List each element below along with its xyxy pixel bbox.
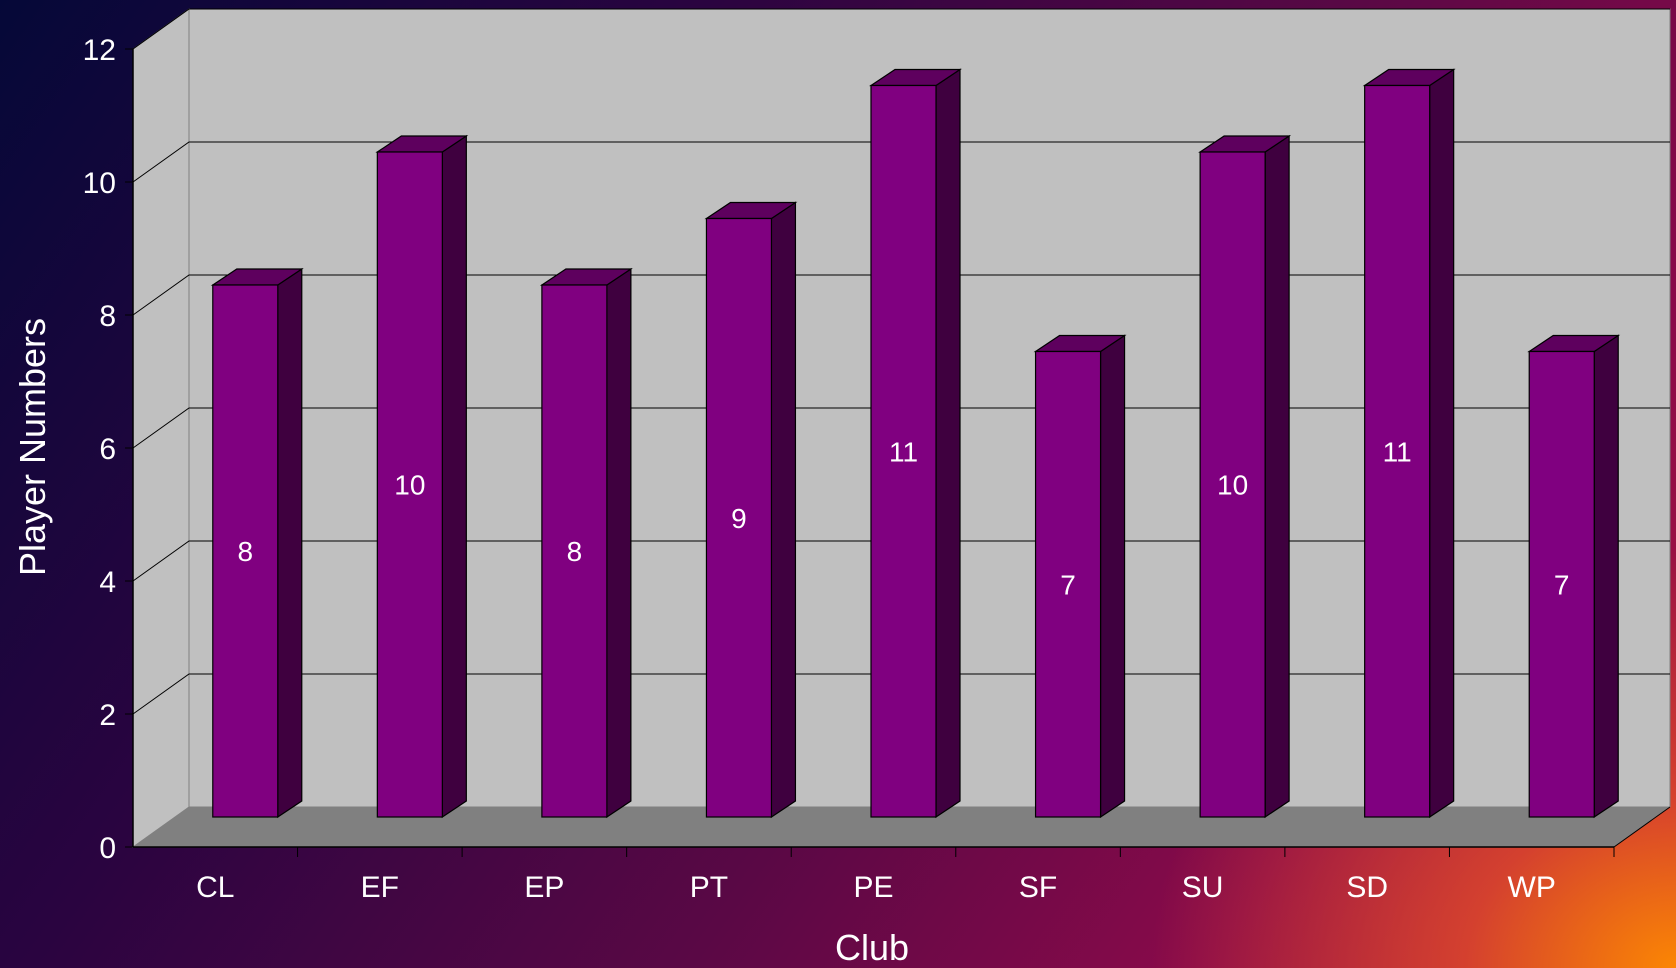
floor-edge: [1613, 806, 1671, 848]
bar-side: [277, 267, 303, 819]
bar-side: [935, 68, 961, 819]
gridline: [132, 274, 1670, 316]
bar-front: [1364, 84, 1431, 818]
x-tick-label: EF: [361, 871, 399, 904]
data-label: 9: [731, 503, 747, 534]
axes: [125, 48, 1671, 857]
data-label: 7: [1554, 569, 1570, 600]
bar-side: [1429, 68, 1455, 819]
x-tick-label: SF: [1019, 871, 1057, 904]
bar-side: [1593, 334, 1619, 819]
gridline: [132, 673, 1670, 715]
bar-front: [212, 284, 279, 818]
y-tick-label: 6: [99, 433, 116, 466]
data-label: 7: [1060, 569, 1076, 600]
x-tick-label: CL: [196, 871, 234, 904]
gridline: [132, 8, 1670, 50]
data-label: 8: [567, 536, 583, 567]
gridlines: [132, 8, 1670, 715]
bar-side: [770, 201, 797, 819]
bar-sd: 11: [1362, 68, 1456, 819]
bar-pe: 11: [869, 68, 962, 819]
x-axis-title: Club: [835, 927, 909, 968]
data-label: 10: [1217, 470, 1248, 501]
bar-front: [1034, 350, 1102, 818]
data-label: 11: [1383, 436, 1412, 467]
bar-front: [541, 284, 608, 818]
y-tick-label: 2: [99, 699, 116, 732]
data-label: 8: [237, 536, 253, 567]
bar-ef: 10: [375, 134, 469, 819]
bar-pt: 9: [704, 201, 798, 819]
floor: [133, 807, 1670, 847]
gridline: [132, 141, 1670, 183]
x-tick-label: PT: [690, 871, 728, 904]
bar-front: [1528, 350, 1595, 818]
data-label: 11: [889, 436, 918, 467]
y-tick-label: 4: [99, 566, 116, 599]
bar-wp: 7: [1527, 334, 1621, 819]
x-tick-label: WP: [1508, 871, 1556, 904]
y-tick-label: 0: [99, 832, 116, 865]
bar-cl: 8: [210, 267, 304, 819]
x-tick-label: SU: [1182, 871, 1224, 904]
bar-side: [1099, 334, 1126, 819]
y-tick-label: 8: [99, 300, 116, 333]
x-tick-label: PE: [853, 871, 893, 904]
bar-side: [606, 267, 632, 819]
bar-side: [1264, 134, 1290, 819]
bar-front: [376, 151, 443, 818]
y-tick-label: 10: [83, 167, 116, 200]
y-axis-title: Player Numbers: [12, 318, 53, 576]
y-tick-label: 12: [83, 34, 116, 67]
bars: 8 10 8 9 11 7 10 11 7: [210, 68, 1621, 819]
bar-sf: 7: [1033, 334, 1127, 819]
data-label: 10: [394, 470, 425, 501]
bar-front: [705, 217, 773, 818]
x-tick-label: SD: [1346, 871, 1388, 904]
x-tick-labels: CL EF EP PT PE SF SU SD WP: [196, 871, 1556, 904]
bar-side: [441, 134, 467, 819]
y-tick-labels: 0 2 4 6 8 10 12: [83, 34, 116, 865]
bar-front: [1199, 151, 1266, 818]
bar-ep: 8: [539, 267, 633, 819]
x-tick-label: EP: [524, 871, 564, 904]
gridline: [132, 407, 1670, 449]
bar-su: 10: [1198, 134, 1292, 819]
gridline: [132, 540, 1670, 582]
bar-front: [870, 84, 937, 818]
